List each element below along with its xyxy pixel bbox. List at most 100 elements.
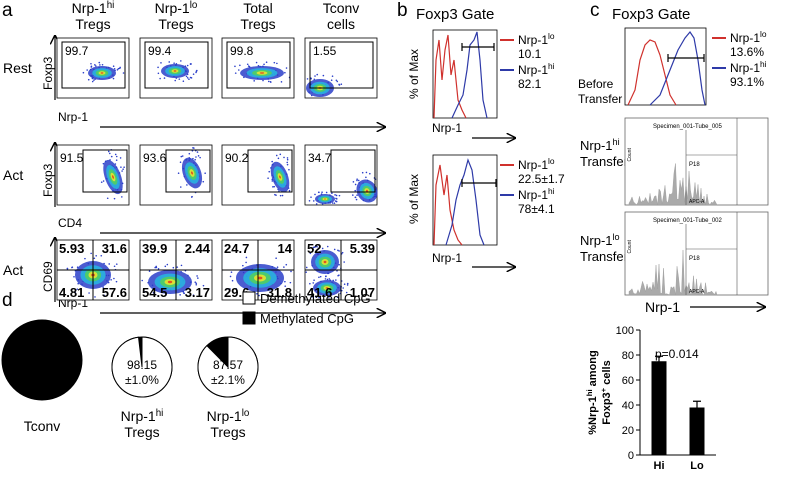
event-dot <box>179 161 182 164</box>
superscript: lo <box>242 408 250 419</box>
event-dot <box>263 63 265 66</box>
event-dot <box>192 73 195 75</box>
event-dot <box>235 287 238 290</box>
event-dot <box>202 284 205 287</box>
pie-name: Tregs <box>210 424 245 440</box>
pie-error: ±2.1% <box>211 373 245 387</box>
column-header: Tregs <box>75 16 110 32</box>
event-dot <box>331 75 334 77</box>
label-part: Nrp-1 <box>580 138 613 153</box>
event-dot <box>95 254 97 257</box>
pie-slice <box>111 336 173 398</box>
event-dot <box>66 268 69 270</box>
event-dot <box>335 79 338 82</box>
event-dot <box>337 249 339 252</box>
event-dot <box>185 75 188 78</box>
event-dot <box>119 66 121 69</box>
event-dot <box>343 261 345 263</box>
superscript: hi <box>613 137 620 147</box>
pie-value: 98.15 <box>127 358 157 372</box>
event-dot <box>197 277 199 279</box>
event-dot <box>91 80 94 83</box>
event-dot <box>285 263 288 266</box>
event-dot <box>305 271 307 273</box>
event-dot <box>335 279 337 281</box>
label-part: Nrp-1 <box>518 188 548 202</box>
event-dot <box>337 274 339 277</box>
event-dot <box>279 194 282 197</box>
event-dot <box>341 251 344 254</box>
histogram-curve <box>649 30 706 106</box>
event-dot <box>94 64 96 66</box>
event-dot <box>336 80 339 83</box>
legend-label: Nrp-1hi <box>518 61 555 77</box>
event-dot <box>361 171 364 174</box>
quadrant-value: 39.9 <box>142 241 167 256</box>
quadrant-value: 5.93 <box>59 241 84 256</box>
event-dot <box>288 189 291 192</box>
event-dot <box>90 66 93 68</box>
column-header: Tconv <box>323 0 360 16</box>
event-dot <box>112 77 115 80</box>
event-dot <box>275 257 277 260</box>
superscript: lo <box>760 29 767 39</box>
event-dot <box>356 178 358 181</box>
quadrant-value: 1.07 <box>350 285 375 300</box>
x-tick-label: Hi <box>654 460 665 472</box>
event-dot <box>313 279 315 281</box>
event-dot <box>188 152 191 155</box>
panel-label: c <box>590 0 600 21</box>
event-dot <box>102 162 105 165</box>
event-dot <box>273 185 276 188</box>
event-dot <box>333 248 336 251</box>
event-dot <box>283 156 285 159</box>
event-dot <box>245 256 248 259</box>
histogram-curve <box>445 158 485 246</box>
event-dot <box>256 292 258 295</box>
event-dot <box>226 288 229 290</box>
event-dot <box>338 250 340 252</box>
density-blob <box>259 72 265 74</box>
event-dot <box>267 80 270 83</box>
event-dot <box>352 181 355 183</box>
event-dot <box>284 280 286 283</box>
event-dot <box>173 62 175 64</box>
event-dot <box>246 63 249 66</box>
event-dot <box>189 63 192 65</box>
event-dot <box>84 257 86 260</box>
event-dot <box>197 155 200 157</box>
event-dot <box>324 278 327 280</box>
event-dot <box>356 179 358 182</box>
column-header: Tregs <box>158 16 193 32</box>
event-dot <box>195 156 197 158</box>
event-dot <box>113 265 116 268</box>
event-dot <box>310 196 312 198</box>
gate <box>226 41 291 89</box>
legend-label: Nrp-1lo <box>730 29 767 45</box>
event-dot <box>148 270 151 272</box>
axis-label: Count <box>627 240 633 254</box>
event-dot <box>325 191 328 194</box>
density-blob <box>323 260 327 264</box>
gate-bar <box>667 54 705 62</box>
event-dot <box>346 284 349 286</box>
event-dot <box>328 296 330 298</box>
pie-value: 0.0% <box>28 353 56 367</box>
gate <box>247 149 293 193</box>
event-dot <box>312 200 315 202</box>
event-dot <box>195 282 198 285</box>
quadrant-value: 41.6 <box>307 285 332 300</box>
axis-label: APC-A <box>689 199 705 205</box>
column-header: Nrp-1lo <box>155 0 198 16</box>
event-dot <box>119 157 122 159</box>
event-dot <box>94 296 96 298</box>
gate-value: 93.6 <box>143 151 167 165</box>
density-blob <box>324 198 326 200</box>
panel-title: Foxp3 Gate <box>416 6 494 23</box>
panel-label: d <box>2 290 13 311</box>
event-dot <box>330 79 333 82</box>
gate-label: P18 <box>689 256 700 262</box>
event-dot <box>76 288 79 290</box>
event-dot <box>82 71 85 74</box>
event-dot <box>321 191 323 194</box>
